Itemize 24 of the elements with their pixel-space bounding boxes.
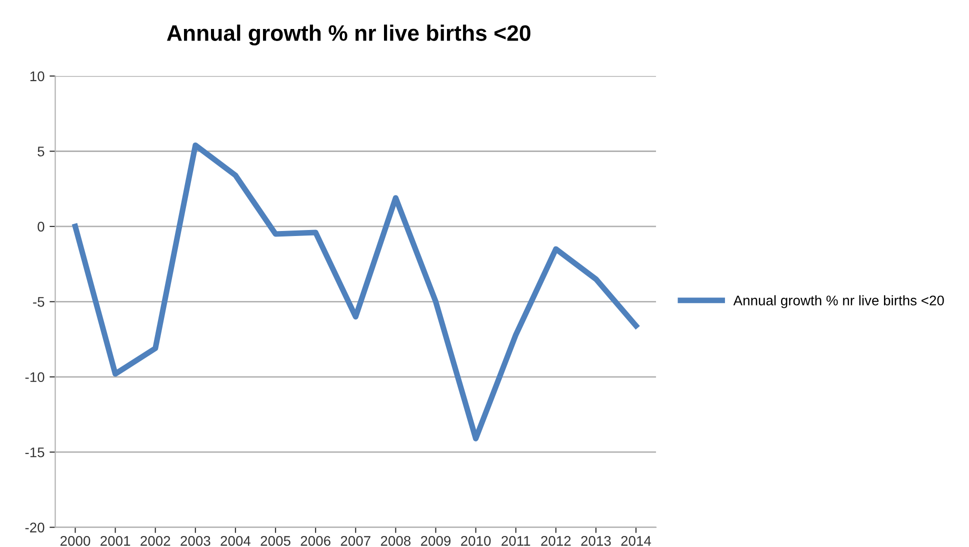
x-tick-label: 2010 <box>461 536 491 546</box>
y-tick-label: -15 <box>25 448 44 458</box>
x-tick-label: 2002 <box>140 536 170 546</box>
x-tick-label: 2005 <box>260 536 290 546</box>
x-tick-label: 2011 <box>502 536 530 546</box>
y-tick-label: -20 <box>25 522 44 532</box>
y-tick-label: -10 <box>25 372 44 382</box>
y-tick-label: 10 <box>30 71 44 82</box>
x-tick-label: 2008 <box>380 536 411 546</box>
x-tick-label: 2001 <box>100 536 130 546</box>
x-tick-label: 2000 <box>60 536 90 546</box>
x-tick-label: 2012 <box>541 536 571 546</box>
x-tick-label: 2003 <box>180 536 210 546</box>
x-tick-label: 2004 <box>220 536 251 546</box>
y-tick-label: -5 <box>33 297 44 307</box>
legend-label: Annual growth % nr live births <20 <box>733 295 944 308</box>
chart-title: Annual growth % nr live births <20 <box>166 24 530 46</box>
x-tick-label: 2007 <box>340 536 370 546</box>
x-tick-label: 2009 <box>420 536 451 546</box>
y-tick-label: 0 <box>38 222 44 232</box>
x-tick-label: 2014 <box>621 536 652 546</box>
y-tick-label: 5 <box>38 146 44 156</box>
x-tick-label: 2006 <box>300 536 330 546</box>
x-tick-label: 2013 <box>581 536 611 546</box>
